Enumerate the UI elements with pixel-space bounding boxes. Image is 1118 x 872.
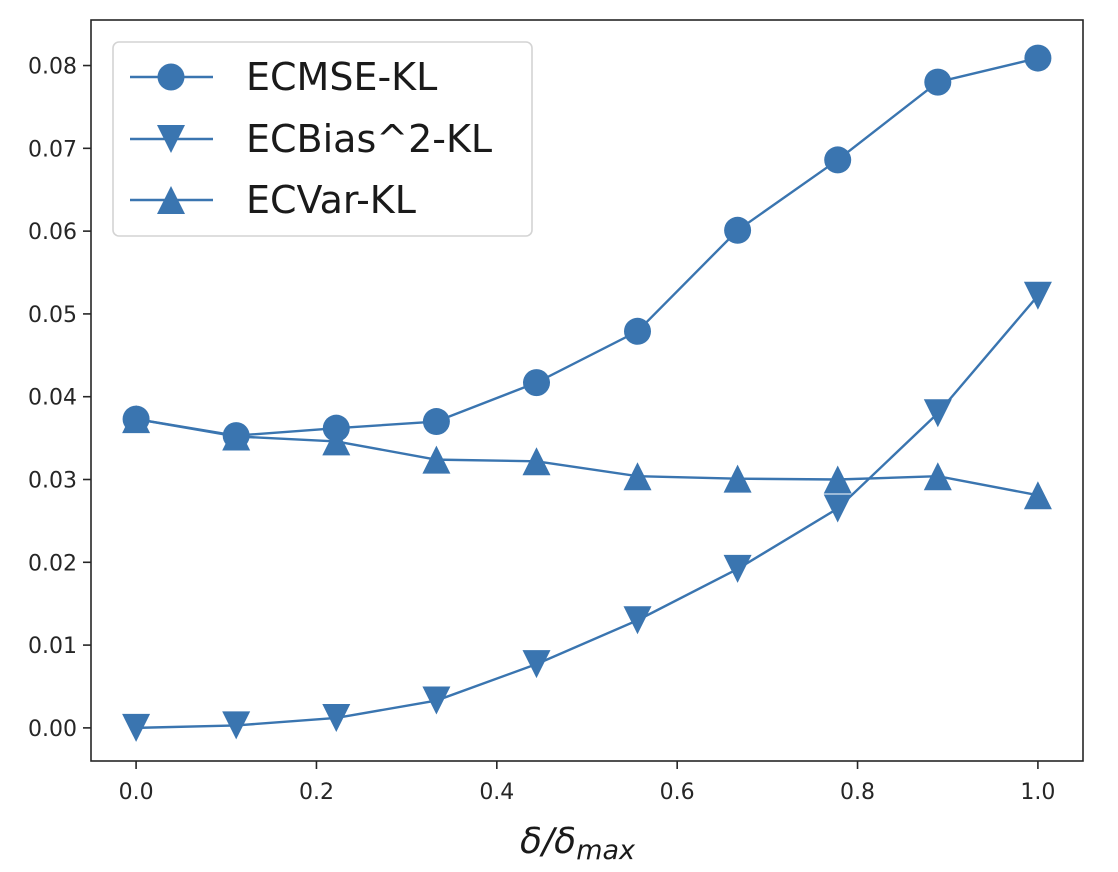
series-2 (122, 281, 1052, 742)
data-point (422, 408, 450, 436)
data-point (824, 146, 852, 174)
legend-label: ECMSE-KL (246, 55, 437, 99)
series-layer (122, 44, 1052, 742)
legend-marker (157, 63, 185, 91)
y-tick-label: 0.03 (28, 469, 77, 494)
data-point (522, 447, 551, 476)
data-point (422, 686, 451, 715)
y-tick-label: 0.00 (28, 717, 77, 742)
legend-marker (157, 186, 185, 214)
series-line (136, 294, 1039, 730)
data-point (723, 464, 752, 493)
y-tick-label: 0.05 (28, 303, 77, 328)
data-point (1023, 281, 1052, 310)
data-point (522, 369, 550, 397)
x-tick-label: 0.0 (119, 780, 154, 805)
data-point (322, 703, 351, 732)
data-point (522, 650, 551, 679)
x-tick-label: 0.8 (840, 780, 875, 805)
data-point (723, 554, 752, 583)
data-point (924, 68, 952, 96)
x-tick-label: 0.6 (660, 780, 695, 805)
y-tick-label: 0.04 (28, 386, 77, 411)
legend: ECMSE-KL ECBias^2-KL ECVar-KL (112, 41, 533, 237)
data-point (923, 399, 952, 428)
data-point (724, 216, 752, 244)
legend-entries: ECMSE-KL ECBias^2-KL ECVar-KL (130, 55, 492, 222)
y-tick-label: 0.01 (28, 634, 77, 659)
data-point (122, 405, 151, 434)
ticks-layer: 0.0 0.2 0.4 0.6 0.8 1.0 0.00 0.01 0.02 0.03 0.04 0.… (28, 55, 1055, 805)
data-point (823, 494, 852, 523)
data-point (823, 465, 852, 494)
legend-box (112, 41, 533, 237)
data-point (623, 462, 652, 491)
x-tick-label: 1.0 (1020, 780, 1055, 805)
data-point (1023, 481, 1052, 510)
data-point (422, 445, 451, 474)
y-tick-label: 0.06 (28, 220, 77, 245)
plot-frame (90, 19, 1084, 762)
data-point (222, 422, 251, 451)
data-point (322, 427, 351, 456)
legend-label: ECVar-KL (246, 178, 416, 222)
data-point (624, 317, 652, 345)
y-tick-label: 0.02 (28, 551, 77, 576)
series-line (135, 417, 1039, 497)
series-line (135, 56, 1039, 437)
data-point (623, 606, 652, 635)
series-3 (122, 405, 1052, 510)
data-point (923, 462, 952, 491)
y-tick-label: 0.08 (28, 55, 77, 80)
legend-label: ECBias^2-KL (246, 117, 492, 161)
data-point (1024, 44, 1052, 72)
legend-entry: ECBias^2-KL (130, 117, 492, 161)
data-point (222, 711, 251, 740)
x-tick-label: 0.4 (479, 780, 514, 805)
y-tick-label: 0.07 (28, 137, 77, 162)
x-axis-label: δ/δmax (520, 821, 636, 866)
x-tick-label: 0.2 (299, 780, 334, 805)
legend-entry: ECMSE-KL (130, 55, 437, 99)
x-axis-label-subscript: max (576, 835, 636, 866)
data-point (122, 713, 151, 742)
x-axis-label-main: δ/δ (520, 821, 576, 862)
legend-marker (157, 125, 185, 153)
legend-entry: ECVar-KL (130, 178, 416, 222)
